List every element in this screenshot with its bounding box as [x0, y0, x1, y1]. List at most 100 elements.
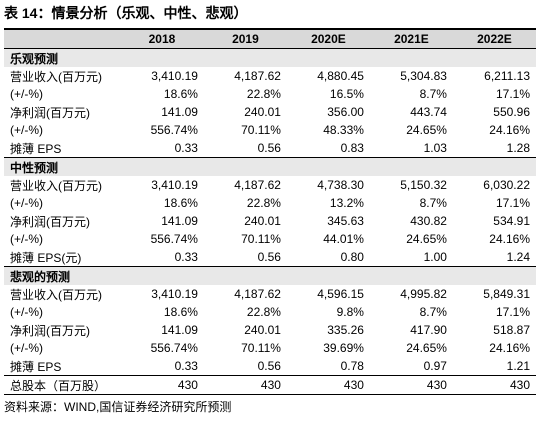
- cell: 0.33: [174, 359, 198, 373]
- cell: 0.56: [257, 359, 281, 373]
- cell: 17.1%: [495, 305, 530, 319]
- cell: 141.09: [161, 323, 198, 337]
- total-row: 总股本（百万股） 430 430 430 430 430: [4, 375, 536, 395]
- cell: (+/-%): [10, 196, 43, 210]
- cell: 22.8%: [246, 87, 281, 101]
- data-row: 摊薄 EPS(元) 0.33 0.56 0.80 1.00 1.24: [4, 248, 536, 267]
- cell: 24.65%: [406, 341, 447, 355]
- cell: 550.96: [493, 105, 530, 119]
- section-row: 中性预测: [4, 157, 536, 176]
- source: 资料来源：WIND,国信证券经济研究所预测: [4, 400, 232, 414]
- cell: 70.11%: [241, 232, 281, 246]
- cell: 240.01: [244, 323, 281, 337]
- cell: (+/-%): [10, 305, 43, 319]
- cell: 48.33%: [323, 123, 364, 137]
- cell: 0.33: [174, 250, 198, 264]
- data-row: 净利润(百万元) 141.09 240.01 356.00 443.74 550.96: [4, 103, 536, 121]
- cell: 22.8%: [246, 196, 281, 210]
- cell: 悲观的预测: [4, 266, 120, 285]
- section-row: 乐观预测: [4, 48, 536, 67]
- cell: [452, 266, 536, 285]
- cell: 2021E: [369, 28, 453, 49]
- cell: [369, 157, 453, 176]
- cell: 0.97: [423, 359, 447, 373]
- cell: 0.78: [340, 359, 364, 373]
- cell: 24.65%: [406, 123, 447, 137]
- cell: 营业收入(百万元): [10, 178, 102, 193]
- cell: [120, 266, 204, 285]
- cell: 240.01: [244, 105, 281, 119]
- cell: 335.26: [327, 323, 364, 337]
- cell: 4,187.62: [234, 287, 281, 301]
- cell: 净利润(百万元): [10, 323, 90, 338]
- cell: 4,738.30: [317, 178, 364, 192]
- cell: 356.00: [327, 105, 364, 119]
- cell: 0.83: [340, 141, 364, 155]
- cell: 9.8%: [336, 305, 364, 319]
- section-row: 悲观的预测: [4, 266, 536, 285]
- cell: 6,211.13: [484, 69, 530, 83]
- cell: 417.90: [410, 323, 447, 337]
- cell: 556.74%: [150, 123, 198, 137]
- cell: 8.7%: [419, 305, 447, 319]
- cell: 2022E: [452, 28, 536, 49]
- data-row: (+/-%) 18.6% 22.8% 13.2% 8.7% 17.1%: [4, 194, 536, 212]
- cell: 430: [452, 375, 536, 395]
- cell: 24.65%: [406, 232, 447, 246]
- cell: 1.21: [506, 359, 530, 373]
- data-row: (+/-%) 18.6% 22.8% 16.5% 8.7% 17.1%: [4, 85, 536, 103]
- cell: 430: [369, 375, 453, 395]
- cell: 13.2%: [329, 196, 364, 210]
- cell: 4,187.62: [234, 69, 281, 83]
- cell: 1.03: [423, 141, 447, 155]
- cell: [452, 157, 536, 176]
- cell: 5,304.83: [400, 69, 447, 83]
- cell: 营业收入(百万元): [10, 287, 102, 302]
- cell: 70.11%: [241, 123, 281, 137]
- cell: 430: [120, 375, 204, 395]
- cell: 39.69%: [323, 341, 364, 355]
- data-row: 营业收入(百万元) 3,410.19 4,187.62 4,880.45 5,304.8…: [4, 67, 536, 85]
- cell: 443.74: [410, 105, 447, 119]
- cell: 净利润(百万元): [10, 214, 90, 229]
- cell: 5,849.31: [483, 287, 530, 301]
- cell: [286, 266, 370, 285]
- cell: 摊薄 EPS: [10, 141, 62, 156]
- cell: [120, 157, 204, 176]
- cell: 4,187.62: [234, 178, 281, 192]
- cell: 营业收入(百万元): [10, 69, 102, 84]
- cell: 430: [286, 375, 370, 395]
- data-row: 净利润(百万元) 141.09 240.01 335.26 417.90 518.87: [4, 321, 536, 339]
- cell: [203, 157, 287, 176]
- cell: 240.01: [244, 214, 281, 228]
- cell: 0.56: [257, 141, 281, 155]
- cell: (+/-%): [10, 123, 43, 137]
- cell: 3,410.19: [151, 69, 198, 83]
- cell: 24.16%: [489, 232, 530, 246]
- cell: 18.6%: [163, 87, 198, 101]
- table: 2018 2019 2020E 2021E 2022E 乐观预测 营业收入(百万元) 3,41…: [4, 28, 536, 395]
- cell: 18.6%: [163, 196, 198, 210]
- cell: 2019: [203, 28, 287, 49]
- cell: 17.1%: [495, 87, 530, 101]
- cell: 141.09: [161, 105, 198, 119]
- cell: 8.7%: [419, 87, 447, 101]
- cell: 3,410.19: [151, 287, 198, 301]
- cell: 4,596.15: [317, 287, 364, 301]
- cell: 中性预测: [4, 157, 120, 176]
- data-row: 摊薄 EPS 0.33 0.56 0.83 1.03 1.28: [4, 139, 536, 158]
- cell: [203, 266, 287, 285]
- cell: 24.16%: [489, 123, 530, 137]
- cell: 141.09: [161, 214, 198, 228]
- cell: 净利润(百万元): [10, 105, 90, 120]
- cell: 0.80: [340, 250, 364, 264]
- cell: 44.01%: [323, 232, 364, 246]
- cell: (+/-%): [10, 341, 43, 355]
- cell: [369, 266, 453, 285]
- cell: 345.63: [327, 214, 364, 228]
- cell: 17.1%: [495, 196, 530, 210]
- title: 表 14：情景分析（乐观、中性、悲观）: [4, 5, 248, 21]
- cell: [120, 48, 204, 67]
- cell: 2020E: [286, 28, 370, 49]
- cell: 534.91: [493, 214, 530, 228]
